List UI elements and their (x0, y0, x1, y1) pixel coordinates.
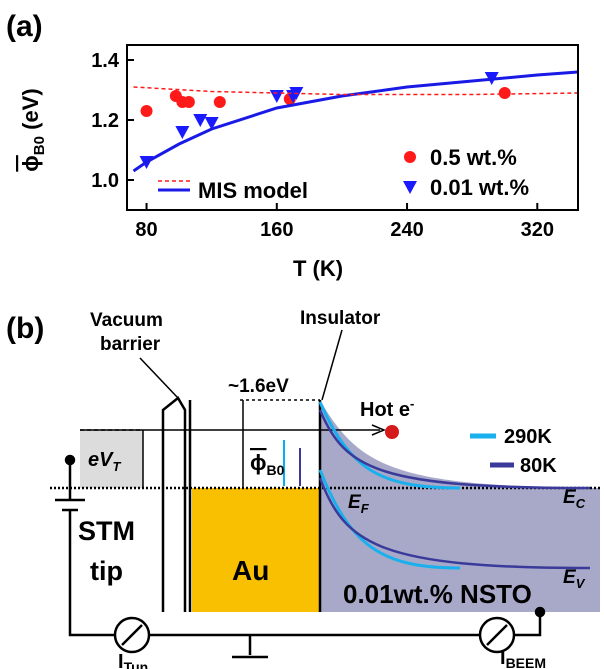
label: EC (563, 487, 586, 511)
ev: E (563, 567, 577, 588)
node (534, 606, 546, 618)
label: ϕB0 (250, 450, 285, 478)
chart-a: (a) ϕB0 (eV) T (K) 80 160 240 320 1.0 1.2 1.4 0… (6, 10, 579, 281)
data-point (182, 96, 195, 108)
ef: E (348, 492, 362, 513)
label: Vacuum (90, 310, 163, 331)
data-point (193, 114, 208, 127)
arrowhead (371, 424, 386, 436)
legend-label: 0.5 wt.% (430, 145, 517, 170)
panel-label: (b) (6, 312, 44, 345)
cb-80k (318, 409, 591, 490)
ev-sub: V (576, 576, 586, 591)
label: ~1.6eV (228, 376, 289, 397)
phi-sub: B0 (267, 462, 285, 478)
label: STM (78, 516, 135, 546)
phi: ϕ (250, 450, 267, 475)
itun-sub: Tun (124, 659, 149, 669)
label: Au (232, 555, 269, 586)
y-tick-label: 1.0 (91, 170, 119, 192)
vb-80k (318, 477, 591, 570)
y-label-symbol: ϕ (18, 155, 43, 172)
x-tick-label: 320 (521, 219, 554, 241)
legend-swatch (404, 151, 416, 163)
label: ITun (118, 651, 148, 669)
vb-290k (318, 469, 461, 570)
circuit (55, 460, 542, 659)
data-point (269, 90, 284, 103)
y-label-sub: B0 (31, 136, 48, 155)
label: IBEEM (500, 647, 546, 669)
pointer (321, 329, 343, 401)
panel-label: (a) (6, 10, 43, 43)
hot-electron (385, 425, 399, 439)
legend-text: 290K (504, 426, 552, 448)
label: Insulator (300, 308, 381, 329)
y-label-unit: (eV) (18, 88, 43, 136)
legend-swatch (403, 181, 417, 194)
y-axis-label: ϕB0 (eV) (18, 88, 48, 171)
legend-label: MIS model (198, 178, 308, 203)
hot-e: Hot e (360, 399, 410, 421)
pointer (139, 357, 179, 399)
label: eVT (88, 449, 121, 474)
label: tip (90, 556, 123, 586)
data-point (175, 126, 190, 139)
au-region (192, 488, 320, 612)
evt-box (80, 430, 143, 488)
meter-needle (121, 624, 143, 646)
cb-290k (318, 401, 461, 490)
label: EF (348, 492, 370, 516)
data-point (498, 87, 511, 99)
x-tick-label: 240 (390, 219, 423, 241)
legend-label: 0.01 wt.% (430, 175, 529, 200)
y-tick-label: 1.4 (91, 50, 120, 72)
hot-e-sup: - (410, 396, 414, 411)
ec: E (563, 487, 577, 508)
label: barrier (100, 334, 161, 355)
meter-needle (486, 624, 508, 646)
label: Hot e- (360, 396, 414, 421)
x-axis-label: T (K) (293, 256, 343, 281)
data-point (140, 105, 153, 117)
label: 0.01wt.% NSTO (343, 579, 532, 609)
ibeem-sub: BEEM (506, 655, 546, 669)
ec-sub: C (576, 496, 586, 511)
label: EV (563, 567, 586, 591)
plot-frame (126, 44, 579, 211)
model-line (133, 86, 578, 96)
itun: I (118, 651, 124, 669)
legend-text: 80K (520, 455, 557, 477)
x-tick-label: 160 (260, 219, 293, 241)
evt-sub: T (112, 459, 121, 474)
diagram-b: (b) Vacuum barrier Insulator ~1.6eV Hot … (6, 308, 600, 669)
ibeem: I (500, 647, 506, 669)
node (64, 454, 76, 466)
y-tick-label: 1.2 (91, 110, 119, 132)
evt: eV (88, 449, 114, 471)
data-point (204, 117, 219, 130)
data-point (213, 96, 226, 108)
model-line (132, 70, 578, 173)
ef-sub: F (361, 501, 370, 516)
x-tick-label: 80 (135, 219, 157, 241)
